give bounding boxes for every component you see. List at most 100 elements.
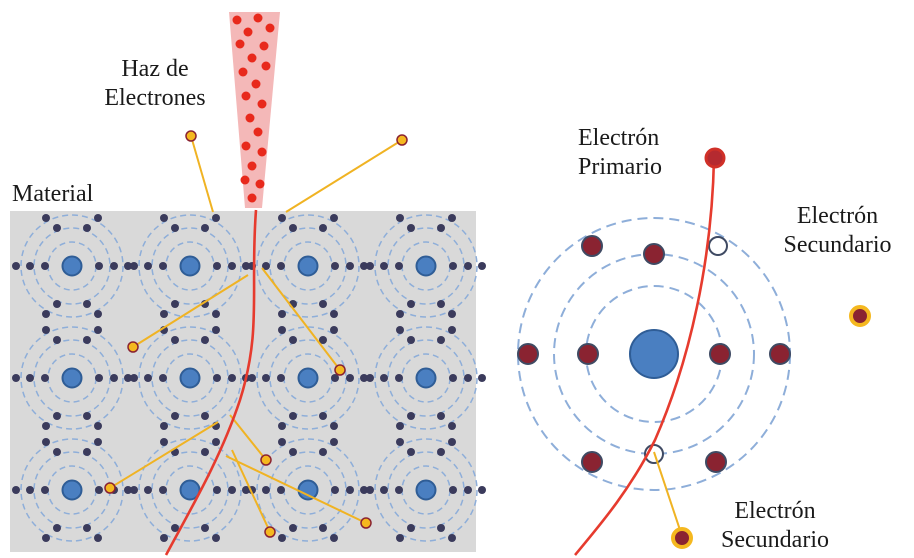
lattice-electron (437, 300, 445, 308)
secondary-bottom-line1: Electrón (734, 498, 816, 524)
lattice-electron (331, 262, 339, 270)
lattice-electron (289, 336, 297, 344)
lattice-electron (277, 262, 285, 270)
atom-nucleus (415, 479, 437, 501)
orbit-ring (20, 326, 124, 430)
lattice-electron (242, 486, 250, 494)
lattice-electron (262, 262, 270, 270)
lattice-electron (278, 310, 286, 318)
lattice-electron (160, 438, 168, 446)
lattice-electron (464, 374, 472, 382)
lattice-atom (12, 326, 132, 430)
lattice-electron (396, 534, 404, 542)
atom-electron (581, 451, 603, 473)
orbit-ring (138, 326, 242, 430)
lattice-electron (448, 326, 456, 334)
orbit-ring (256, 214, 360, 318)
beam-label-line1: Haz de (121, 56, 189, 82)
lattice-electron (366, 262, 374, 270)
beam-electrons (232, 13, 275, 203)
secondary-bottom-line2: Secundario (721, 527, 829, 553)
lattice-electron (171, 224, 179, 232)
lattice-atom (130, 326, 250, 430)
atom-electron (705, 451, 727, 473)
lattice-electron (212, 326, 220, 334)
primary-electron-path-left (164, 209, 258, 556)
atom-nucleus (179, 367, 201, 389)
lattice-electron (160, 214, 168, 222)
lattice-electron (278, 422, 286, 430)
lattice-electron (94, 326, 102, 334)
lattice-electron (380, 262, 388, 270)
secondary-electron (104, 482, 116, 494)
secondary-electron-path (190, 135, 214, 213)
lattice-electron (124, 374, 132, 382)
lattice-electron (212, 214, 220, 222)
lattice-electron (228, 262, 236, 270)
lattice-electron (248, 374, 256, 382)
lattice-electron (277, 486, 285, 494)
lattice-electron (449, 374, 457, 382)
beam-label-line2: Electrones (104, 85, 206, 111)
lattice-electron (201, 336, 209, 344)
beam-electron (238, 67, 248, 77)
lattice-electron (83, 448, 91, 456)
beam-label: Haz de Electrones (100, 55, 210, 113)
lattice-atom (248, 438, 368, 542)
orbit-ring (374, 438, 478, 542)
atom-nucleus (61, 255, 83, 277)
atom-nucleus (629, 329, 679, 379)
atom-nucleus (61, 479, 83, 501)
lattice-electron (448, 438, 456, 446)
lattice-electron (396, 422, 404, 430)
atom-nucleus (297, 479, 319, 501)
beam-electron (257, 99, 267, 109)
lattice-electron (448, 214, 456, 222)
lattice-electron (130, 486, 138, 494)
lattice-electron (94, 214, 102, 222)
lattice-electron (159, 374, 167, 382)
secondary-electron (260, 454, 272, 466)
lattice-electron (464, 486, 472, 494)
secondary-electron (396, 134, 408, 146)
lattice-electron (95, 486, 103, 494)
atom-electron (577, 343, 599, 365)
lattice-electron (319, 412, 327, 420)
lattice-electron (53, 224, 61, 232)
atom-electron (643, 243, 665, 265)
lattice-electron (437, 224, 445, 232)
lattice-electron (319, 448, 327, 456)
lattice-electron (407, 448, 415, 456)
atom-electron (581, 235, 603, 257)
lattice-electron (53, 412, 61, 420)
lattice-electron (41, 374, 49, 382)
lattice-electron (407, 224, 415, 232)
lattice-electron (201, 224, 209, 232)
lattice-electron (448, 422, 456, 430)
beam-electron (265, 23, 275, 33)
lattice-electron (396, 438, 404, 446)
lattice-atom (366, 214, 486, 318)
atom-electron (517, 343, 539, 365)
electron-vacancy (708, 236, 728, 256)
beam-electron (255, 179, 265, 189)
lattice-electron (330, 214, 338, 222)
lattice-electron (171, 524, 179, 532)
lattice-electron (346, 262, 354, 270)
primary-label-line2: Primario (578, 154, 662, 180)
atom-electron (709, 343, 731, 365)
lattice-electron (380, 374, 388, 382)
lattice-electron (130, 262, 138, 270)
lattice-electron (278, 534, 286, 542)
beam-electron (241, 141, 251, 151)
lattice-electron (360, 486, 368, 494)
lattice-electron (83, 524, 91, 532)
lattice-electron (396, 326, 404, 334)
lattice-electron (171, 300, 179, 308)
lattice-electron (41, 486, 49, 494)
beam-electron (232, 15, 242, 25)
lattice-electron (53, 300, 61, 308)
atom-nucleus (415, 367, 437, 389)
lattice-electron (94, 310, 102, 318)
